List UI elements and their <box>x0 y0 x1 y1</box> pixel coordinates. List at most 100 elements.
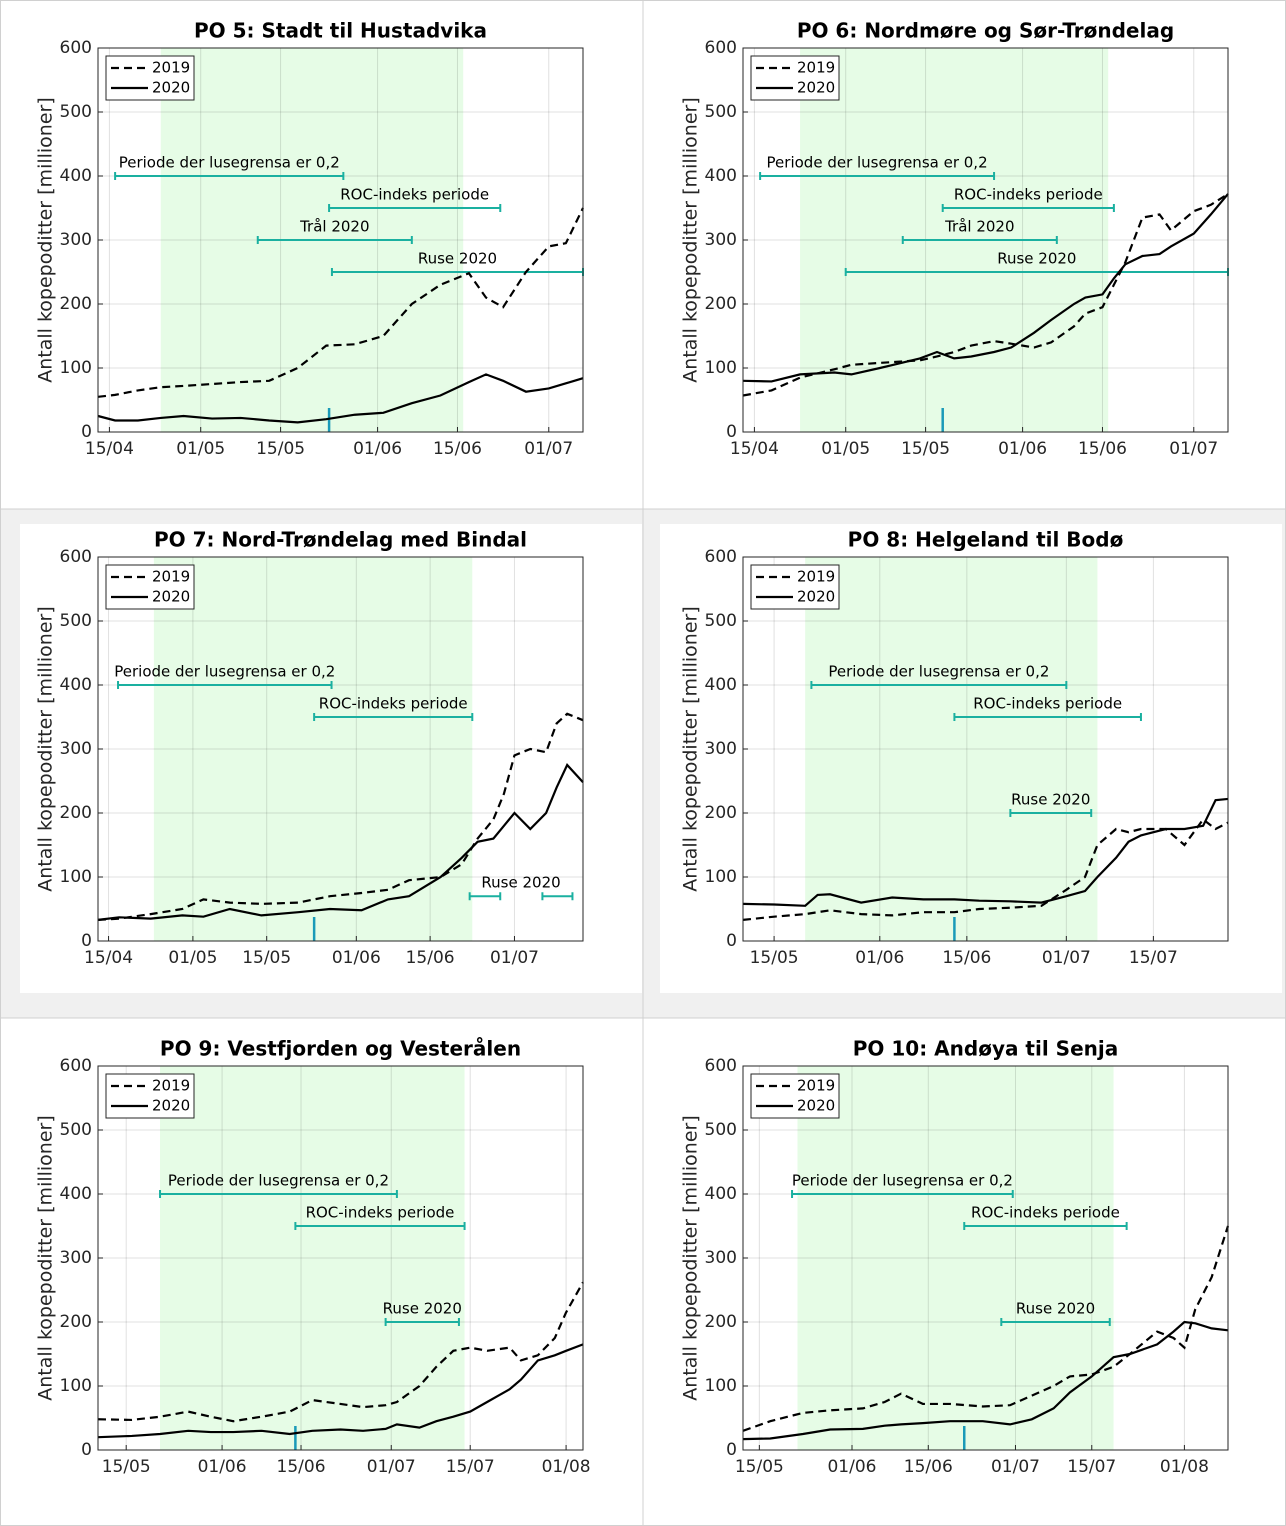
period-label: Periode der lusegrensa er 0,2 <box>114 663 335 681</box>
y-tick-label: 600 <box>60 547 92 567</box>
period-bar <box>953 713 1142 721</box>
legend-label: 2020 <box>152 79 190 97</box>
x-tick-label: 01/06 <box>855 948 904 968</box>
x-tick-label: 01/07 <box>1169 439 1218 459</box>
y-tick-label: 600 <box>60 38 92 58</box>
x-tick-label: 15/05 <box>750 948 799 968</box>
period-label: Ruse 2020 <box>383 1300 462 1318</box>
series-line <box>742 1225 1230 1432</box>
y-tick-label: 0 <box>726 1440 737 1460</box>
y-tick-label: 400 <box>60 166 92 186</box>
series-line <box>97 207 584 398</box>
x-tick-label: 01/06 <box>198 1457 247 1477</box>
shaded-period <box>797 1066 1114 1450</box>
period-label: Ruse 2020 <box>1016 1300 1095 1318</box>
series-line <box>742 797 1229 907</box>
chart-title: PO 6: Nordmøre og Sør-Trøndelag <box>797 19 1174 43</box>
x-tick-label: 15/04 <box>84 948 133 968</box>
x-tick-label: 15/07 <box>446 1457 495 1477</box>
y-tick-label: 100 <box>705 1376 737 1396</box>
legend-label: 2020 <box>797 588 835 606</box>
y-tick-label: 0 <box>81 1440 92 1460</box>
legend-label: 2020 <box>797 1097 835 1115</box>
x-tick-label: 15/06 <box>277 1457 326 1477</box>
x-tick-label: 15/05 <box>901 439 950 459</box>
y-tick-label: 100 <box>60 1376 92 1396</box>
x-tick-label: 15/05 <box>735 1457 784 1477</box>
legend-box <box>105 564 195 610</box>
y-tick-label: 100 <box>705 358 737 378</box>
legend-label: 2020 <box>152 1097 190 1115</box>
chart-title: PO 7: Nord-Trøndelag med Bindal <box>154 528 527 552</box>
y-tick-label: 300 <box>705 230 737 250</box>
legend-box <box>750 564 840 610</box>
x-tick-label: 15/06 <box>406 948 455 968</box>
y-tick-label: 600 <box>705 547 737 567</box>
x-tick-label: 15/06 <box>904 1457 953 1477</box>
chart-title: PO 10: Andøya til Senja <box>853 1037 1118 1061</box>
y-tick-label: 200 <box>705 1312 737 1332</box>
chart-panel: 0 100 200 300 400 500 600 15/04 01/05 15/05 01/06 1… <box>35 528 584 968</box>
x-tick-label: 15/07 <box>1067 1457 1116 1477</box>
chart-panel: 0 100 200 300 400 500 600 15/05 01/06 15/06 01/07 1… <box>680 528 1229 968</box>
y-tick-label: 200 <box>60 1312 92 1332</box>
period-label: Periode der lusegrensa er 0,2 <box>828 663 1049 681</box>
y-tick-label: 0 <box>726 931 737 951</box>
y-tick-label: 400 <box>60 1184 92 1204</box>
y-axis-label: Antall kopepoditter [millioner] <box>35 97 57 383</box>
legend-box <box>750 55 840 101</box>
y-tick-label: 500 <box>705 611 737 631</box>
x-tick-label: 15/04 <box>85 439 134 459</box>
x-tick-label: 01/07 <box>524 439 573 459</box>
period-bar <box>159 1190 398 1198</box>
y-axis-label: Antall kopepoditter [millioner] <box>680 606 702 892</box>
shaded-period <box>160 1066 465 1450</box>
series-line <box>97 1281 584 1423</box>
x-tick-label: 15/05 <box>256 439 305 459</box>
y-tick-label: 500 <box>60 102 92 122</box>
x-tick-label: 01/07 <box>991 1457 1040 1477</box>
period-label: Ruse 2020 <box>418 250 497 268</box>
y-tick-label: 0 <box>81 422 92 442</box>
x-tick-label: 15/06 <box>1078 439 1127 459</box>
chart-title: PO 9: Vestfjorden og Vesterålen <box>160 1037 521 1061</box>
period-bar <box>468 892 502 901</box>
period-bar <box>1009 809 1093 817</box>
y-axis-label: Antall kopepoditter [millioner] <box>680 1115 702 1401</box>
period-label: Ruse 2020 <box>1011 791 1090 809</box>
legend-box <box>105 55 195 101</box>
period-bar <box>963 1222 1128 1230</box>
legend-label: 2019 <box>797 1077 835 1095</box>
chart-panel: 0 100 200 300 400 500 600 15/04 01/05 15/05 01/06 1… <box>35 19 584 459</box>
x-tick-label: 01/05 <box>176 439 225 459</box>
period-bar <box>328 204 502 212</box>
chart-panel: 0 100 200 300 400 500 600 15/04 01/05 15/05 01/06 1… <box>680 19 1229 459</box>
plot-frame <box>742 556 1229 942</box>
y-tick-label: 400 <box>705 675 737 695</box>
series-line <box>97 373 584 424</box>
y-tick-label: 400 <box>60 675 92 695</box>
y-axis-label: Antall kopepoditter [millioner] <box>35 1115 57 1401</box>
y-tick-label: 200 <box>705 803 737 823</box>
legend-label: 2020 <box>797 79 835 97</box>
chart-title: PO 8: Helgeland til Bodø <box>848 528 1124 552</box>
y-tick-label: 500 <box>705 102 737 122</box>
y-tick-label: 100 <box>60 867 92 887</box>
period-label: Ruse 2020 <box>997 250 1076 268</box>
x-tick-label: 01/07 <box>490 948 539 968</box>
y-tick-label: 300 <box>705 739 737 759</box>
period-label: ROC-indeks periode <box>306 1204 455 1222</box>
period-label: ROC-indeks periode <box>954 186 1103 204</box>
period-bar <box>541 892 574 901</box>
y-tick-label: 200 <box>705 294 737 314</box>
period-bar <box>810 681 1068 689</box>
legend-label: 2019 <box>152 568 190 586</box>
y-tick-label: 400 <box>705 166 737 186</box>
shaded-period <box>805 557 1098 941</box>
period-bar <box>384 1318 460 1326</box>
plot-frame <box>742 47 1229 433</box>
y-tick-label: 200 <box>60 803 92 823</box>
y-tick-label: 600 <box>705 1056 737 1076</box>
x-tick-label: 15/06 <box>942 948 991 968</box>
